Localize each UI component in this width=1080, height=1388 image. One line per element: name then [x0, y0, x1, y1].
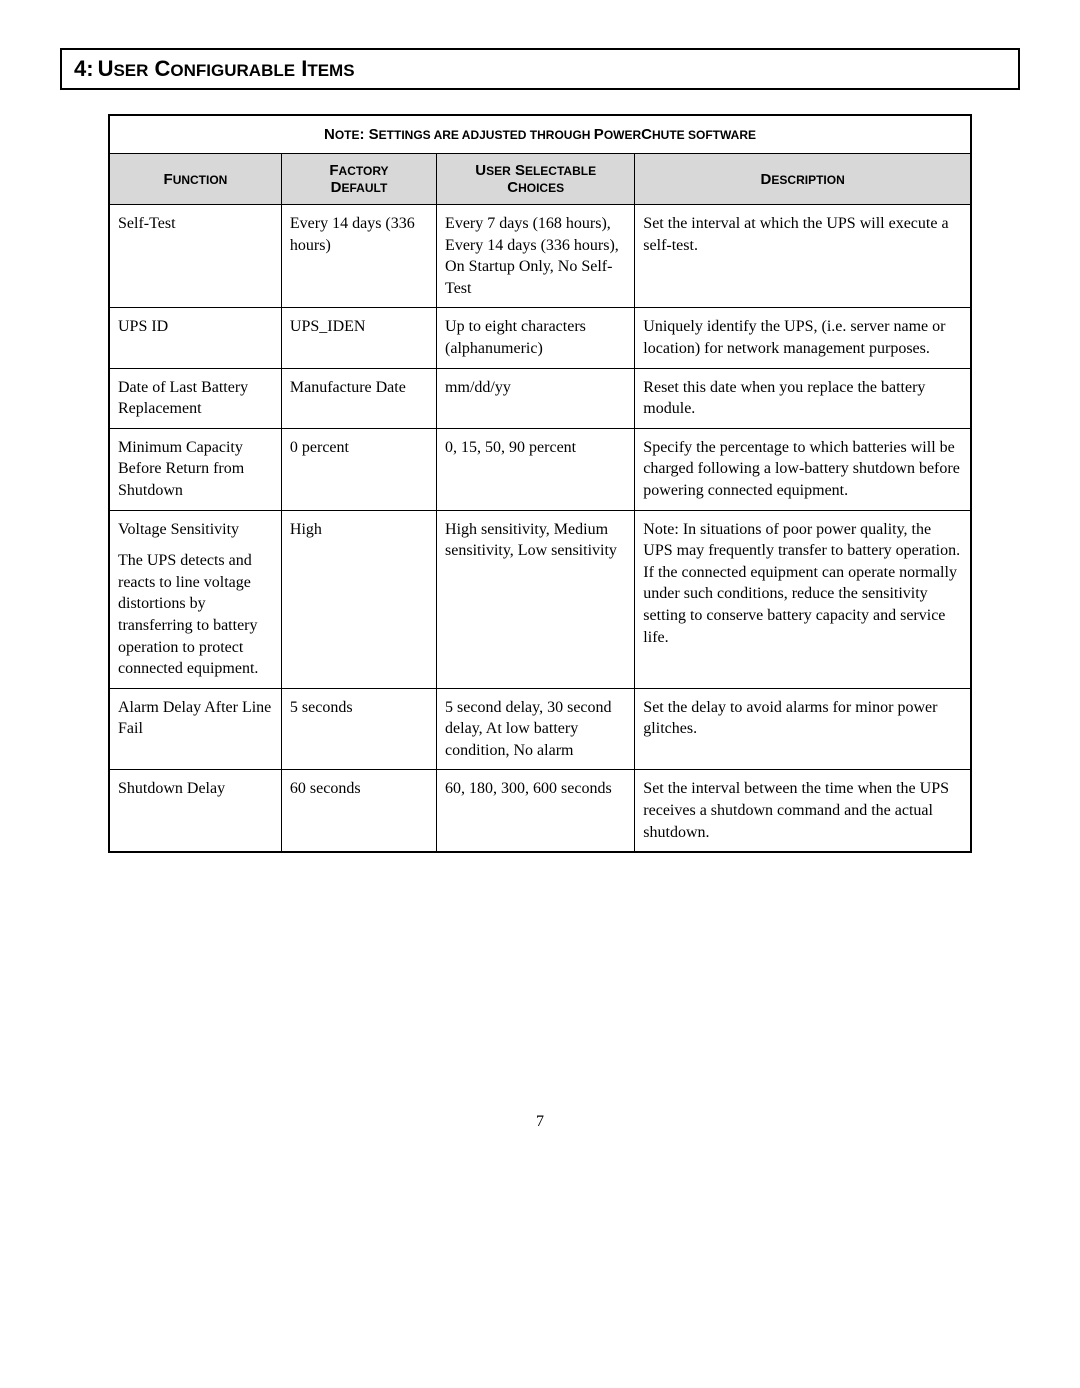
- section-header: 4: USER CONFIGURABLE ITEMS: [60, 48, 1020, 90]
- cell-function: Date of Last Battery Replacement: [109, 368, 281, 428]
- cell-choices: High sensitivity, Medium sensitivity, Lo…: [437, 510, 635, 688]
- config-table: NOTE: SETTINGS ARE ADJUSTED THROUGH POWE…: [108, 114, 972, 853]
- col-choices: USER SELECTABLE CHOICES: [437, 154, 635, 205]
- col-default: FACTORY DEFAULT: [281, 154, 436, 205]
- cell-default: Every 14 days (336 hours): [281, 205, 436, 308]
- table-row: Self-Test Every 14 days (336 hours) Ever…: [109, 205, 971, 308]
- cell-function: Alarm Delay After Line Fail: [109, 688, 281, 770]
- cell-description: Reset this date when you replace the bat…: [635, 368, 971, 428]
- cell-description: Uniquely identify the UPS, (i.e. server …: [635, 308, 971, 368]
- header-row: FUNCTION FACTORY DEFAULT USER SELECTABLE…: [109, 154, 971, 205]
- cell-description: Set the delay to avoid alarms for minor …: [635, 688, 971, 770]
- cell-choices: mm/dd/yy: [437, 368, 635, 428]
- cell-choices: Up to eight characters (alphanumeric): [437, 308, 635, 368]
- cell-default: 60 seconds: [281, 770, 436, 852]
- cell-choices: 0, 15, 50, 90 percent: [437, 428, 635, 510]
- section-title: USER CONFIGURABLE ITEMS: [98, 56, 355, 81]
- cell-default: Manufacture Date: [281, 368, 436, 428]
- cell-default: 0 percent: [281, 428, 436, 510]
- section-number: 4:: [74, 56, 94, 81]
- page-number: 7: [60, 1113, 1020, 1131]
- col-function: FUNCTION: [109, 154, 281, 205]
- table-row: Alarm Delay After Line Fail 5 seconds 5 …: [109, 688, 971, 770]
- table-row: Date of Last Battery Replacement Manufac…: [109, 368, 971, 428]
- cell-default: High: [281, 510, 436, 688]
- cell-function: Voltage SensitivityThe UPS detects and r…: [109, 510, 281, 688]
- cell-choices: 60, 180, 300, 600 seconds: [437, 770, 635, 852]
- note-cell: NOTE: SETTINGS ARE ADJUSTED THROUGH POWE…: [109, 115, 971, 154]
- table-row: UPS ID UPS_IDEN Up to eight characters (…: [109, 308, 971, 368]
- cell-default: UPS_IDEN: [281, 308, 436, 368]
- cell-choices: 5 second delay, 30 second delay, At low …: [437, 688, 635, 770]
- cell-description: Specify the percentage to which batterie…: [635, 428, 971, 510]
- cell-function: UPS ID: [109, 308, 281, 368]
- table-row: Voltage SensitivityThe UPS detects and r…: [109, 510, 971, 688]
- col-description: DESCRIPTION: [635, 154, 971, 205]
- cell-function: Shutdown Delay: [109, 770, 281, 852]
- cell-function: Minimum Capacity Before Return from Shut…: [109, 428, 281, 510]
- cell-choices: Every 7 days (168 hours), Every 14 days …: [437, 205, 635, 308]
- table-row: Shutdown Delay 60 seconds 60, 180, 300, …: [109, 770, 971, 852]
- note-row: NOTE: SETTINGS ARE ADJUSTED THROUGH POWE…: [109, 115, 971, 154]
- cell-function: Self-Test: [109, 205, 281, 308]
- table-row: Minimum Capacity Before Return from Shut…: [109, 428, 971, 510]
- cell-description: Set the interval at which the UPS will e…: [635, 205, 971, 308]
- cell-description: Set the interval between the time when t…: [635, 770, 971, 852]
- cell-default: 5 seconds: [281, 688, 436, 770]
- cell-description: Note: In situations of poor power qualit…: [635, 510, 971, 688]
